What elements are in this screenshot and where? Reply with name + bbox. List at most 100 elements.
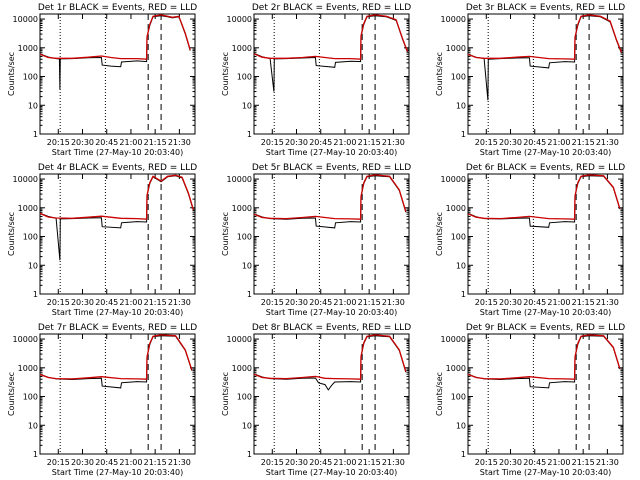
x-tick-label: 21:00 bbox=[547, 458, 570, 467]
detector-panel: Det 1r BLACK = Events, RED = LLD 1 10 100 10… bbox=[7, 3, 197, 157]
y-tick-label: 1 bbox=[461, 450, 466, 459]
x-tick-label: 20:45 bbox=[309, 298, 332, 307]
x-axis-label: Start Time (27-May-10 20:03:40) bbox=[52, 308, 183, 317]
x-tick-label: 20:30 bbox=[71, 298, 94, 307]
events-series-line bbox=[253, 15, 408, 92]
x-axis-label: Start Time (27-May-10 20:03:40) bbox=[266, 148, 397, 157]
y-tick-label: 10 bbox=[242, 421, 252, 430]
x-tick-label: 21:15 bbox=[358, 458, 381, 467]
plot-frame bbox=[467, 173, 624, 295]
y-tick-label: 1 bbox=[33, 450, 38, 459]
panel-title: Det 3r BLACK = Events, RED = LLD bbox=[466, 3, 625, 13]
panel-title: Det 5r BLACK = Events, RED = LLD bbox=[252, 163, 411, 173]
y-axis-label: Counts/sec bbox=[221, 52, 230, 96]
y-tick-label: 1 bbox=[247, 130, 252, 139]
y-tick-label: 100 bbox=[23, 73, 38, 82]
plot-frame bbox=[467, 13, 624, 135]
x-tick-label: 21:00 bbox=[547, 138, 570, 147]
x-tick-label: 20:45 bbox=[523, 298, 546, 307]
y-axis-label: Counts/sec bbox=[221, 372, 230, 416]
detector-panel: Det 5r BLACK = Events, RED = LLD 1 10 100 10… bbox=[221, 163, 411, 317]
lld-series-line bbox=[467, 334, 621, 380]
detector-panel: Det 9r BLACK = Events, RED = LLD 1 10 100 10… bbox=[435, 323, 625, 477]
x-tick-label: 21:30 bbox=[382, 138, 405, 147]
x-tick-label: 21:30 bbox=[168, 298, 191, 307]
x-tick-label: 20:15 bbox=[475, 458, 498, 467]
y-tick-label: 1000 bbox=[18, 364, 38, 373]
x-tick-label: 21:00 bbox=[547, 298, 570, 307]
detector-panel: Det 7r BLACK = Events, RED = LLD 1 10 100 10… bbox=[7, 323, 197, 477]
x-tick-label: 21:30 bbox=[596, 138, 619, 147]
x-tick-label: 20:45 bbox=[95, 458, 118, 467]
x-tick-label: 21:15 bbox=[358, 298, 381, 307]
y-tick-label: 10000 bbox=[227, 15, 252, 24]
lld-series-line bbox=[467, 174, 621, 220]
y-axis-label: Counts/sec bbox=[435, 52, 444, 96]
y-tick-label: 10000 bbox=[13, 175, 38, 184]
y-tick-label: 10 bbox=[456, 101, 466, 110]
y-axis-label: Counts/sec bbox=[7, 212, 16, 256]
panel-title: Det 2r BLACK = Events, RED = LLD bbox=[252, 3, 411, 13]
lld-series-line bbox=[39, 334, 193, 380]
lld-series-line bbox=[253, 14, 409, 60]
y-tick-label: 10000 bbox=[13, 335, 38, 344]
x-axis-label: Start Time (27-May-10 20:03:40) bbox=[52, 148, 183, 157]
x-tick-label: 21:15 bbox=[572, 458, 595, 467]
x-tick-label: 20:15 bbox=[47, 138, 70, 147]
lld-series-line bbox=[39, 174, 195, 220]
plot-frame bbox=[39, 173, 196, 295]
plot-frame bbox=[39, 13, 196, 135]
y-tick-label: 10 bbox=[456, 261, 466, 270]
y-tick-label: 1 bbox=[247, 450, 252, 459]
lld-series-line bbox=[253, 174, 407, 220]
y-tick-label: 10000 bbox=[441, 175, 466, 184]
y-tick-label: 10 bbox=[456, 421, 466, 430]
y-tick-label: 10000 bbox=[227, 335, 252, 344]
detector-panel: Det 6r BLACK = Events, RED = LLD 1 10 100 10… bbox=[435, 163, 625, 317]
x-axis-label: Start Time (27-May-10 20:03:40) bbox=[480, 308, 611, 317]
detector-panel: Det 2r BLACK = Events, RED = LLD 1 10 100 10… bbox=[221, 3, 411, 157]
y-axis-label: Counts/sec bbox=[221, 212, 230, 256]
x-axis-label: Start Time (27-May-10 20:03:40) bbox=[480, 468, 611, 477]
plot-frame bbox=[39, 333, 196, 455]
x-tick-label: 21:00 bbox=[333, 138, 356, 147]
y-tick-label: 1000 bbox=[18, 44, 38, 53]
panel-title: Det 8r BLACK = Events, RED = LLD bbox=[252, 323, 411, 333]
plot-frame bbox=[253, 13, 410, 135]
x-tick-label: 20:45 bbox=[309, 138, 332, 147]
x-tick-label: 20:30 bbox=[499, 138, 522, 147]
panel-title: Det 7r BLACK = Events, RED = LLD bbox=[38, 323, 197, 333]
detector-panel: Det 4r BLACK = Events, RED = LLD 1 10 100 10… bbox=[7, 163, 197, 317]
y-tick-label: 1000 bbox=[18, 204, 38, 213]
x-axis-label: Start Time (27-May-10 20:03:40) bbox=[480, 148, 611, 157]
x-tick-label: 20:15 bbox=[261, 138, 284, 147]
detector-panel: Det 3r BLACK = Events, RED = LLD 1 10 100 10… bbox=[435, 3, 625, 157]
x-tick-label: 21:15 bbox=[144, 298, 167, 307]
y-tick-label: 100 bbox=[23, 393, 38, 402]
x-tick-label: 21:30 bbox=[382, 458, 405, 467]
x-tick-label: 21:15 bbox=[144, 458, 167, 467]
x-tick-label: 21:30 bbox=[382, 298, 405, 307]
events-series-line bbox=[467, 175, 621, 228]
y-tick-label: 1 bbox=[33, 130, 38, 139]
y-tick-label: 10 bbox=[242, 261, 252, 270]
x-tick-label: 21:15 bbox=[358, 138, 381, 147]
x-tick-label: 20:30 bbox=[71, 458, 94, 467]
y-tick-label: 1000 bbox=[446, 204, 466, 213]
x-tick-label: 21:00 bbox=[333, 298, 356, 307]
y-tick-label: 1000 bbox=[446, 364, 466, 373]
y-tick-label: 10 bbox=[28, 421, 38, 430]
y-tick-label: 100 bbox=[451, 233, 466, 242]
x-tick-label: 20:45 bbox=[523, 458, 546, 467]
y-tick-label: 1 bbox=[461, 290, 466, 299]
x-axis-label: Start Time (27-May-10 20:03:40) bbox=[266, 468, 397, 477]
x-tick-label: 21:00 bbox=[119, 138, 142, 147]
plot-frame bbox=[253, 333, 410, 455]
y-axis-label: Counts/sec bbox=[7, 372, 16, 416]
events-series-line bbox=[467, 335, 621, 389]
y-tick-label: 1 bbox=[247, 290, 252, 299]
y-tick-label: 10 bbox=[28, 101, 38, 110]
x-tick-label: 20:15 bbox=[475, 138, 498, 147]
plot-frame bbox=[253, 173, 410, 295]
x-tick-label: 20:15 bbox=[475, 298, 498, 307]
